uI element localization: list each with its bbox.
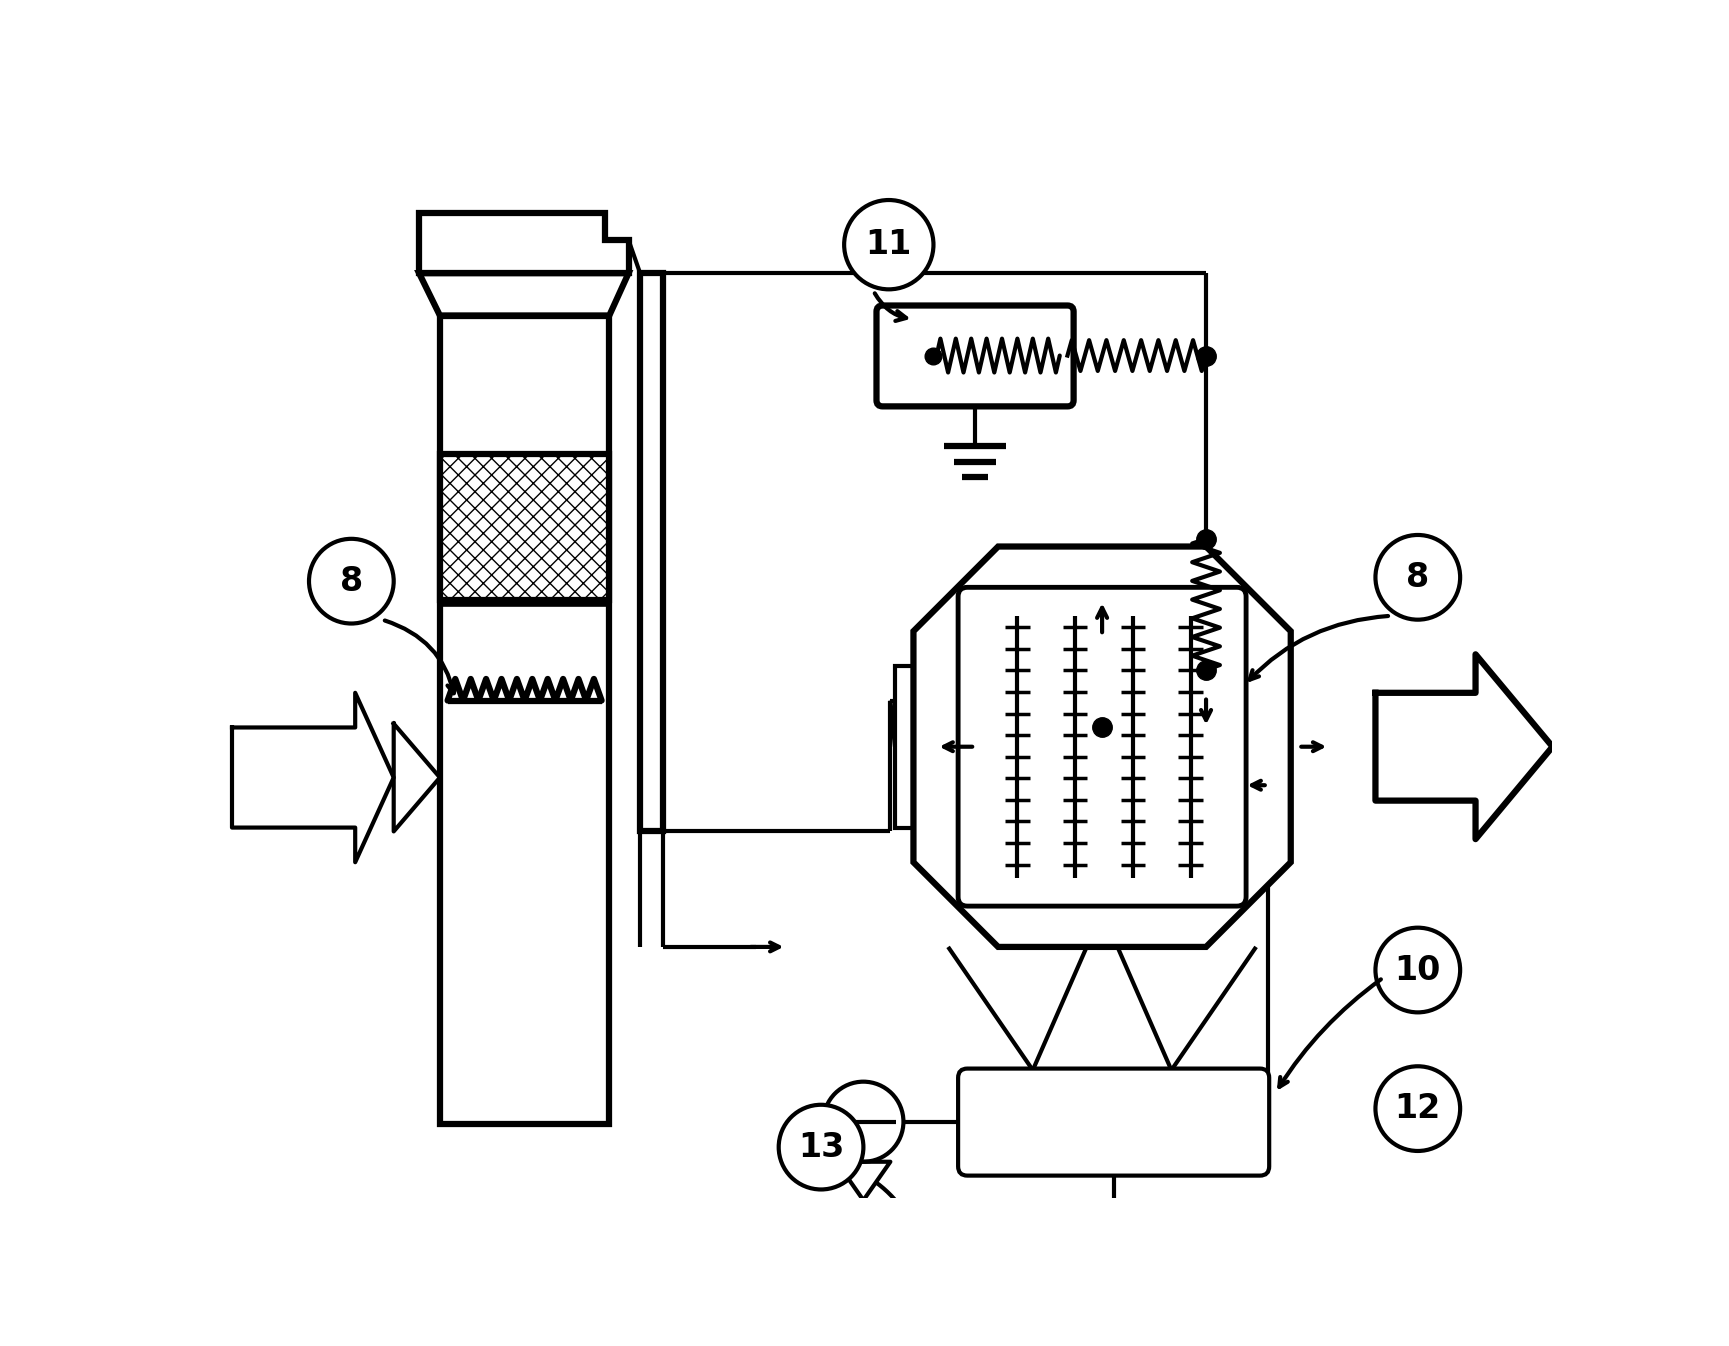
FancyBboxPatch shape [877, 306, 1074, 406]
Polygon shape [1376, 654, 1553, 839]
Polygon shape [418, 273, 629, 315]
Circle shape [1376, 927, 1461, 1012]
Polygon shape [232, 693, 394, 863]
Polygon shape [837, 1162, 890, 1201]
FancyBboxPatch shape [958, 1069, 1269, 1175]
Text: 8: 8 [339, 565, 363, 598]
Text: 11: 11 [866, 229, 911, 261]
Bar [640, 273, 664, 832]
Text: 13: 13 [797, 1131, 844, 1164]
Text: 12: 12 [1395, 1092, 1440, 1125]
Circle shape [1376, 534, 1461, 619]
Polygon shape [394, 724, 439, 832]
Text: 10: 10 [1395, 953, 1440, 987]
Circle shape [309, 538, 394, 623]
Bar [896, 666, 980, 828]
Text: 8: 8 [1406, 561, 1430, 594]
Bar [439, 315, 609, 1124]
Circle shape [844, 201, 934, 289]
Polygon shape [418, 213, 629, 273]
Circle shape [823, 1082, 904, 1162]
Circle shape [1376, 1066, 1461, 1151]
FancyBboxPatch shape [958, 587, 1247, 906]
Circle shape [778, 1105, 863, 1190]
Polygon shape [913, 546, 1292, 948]
Bar [439, 454, 609, 600]
